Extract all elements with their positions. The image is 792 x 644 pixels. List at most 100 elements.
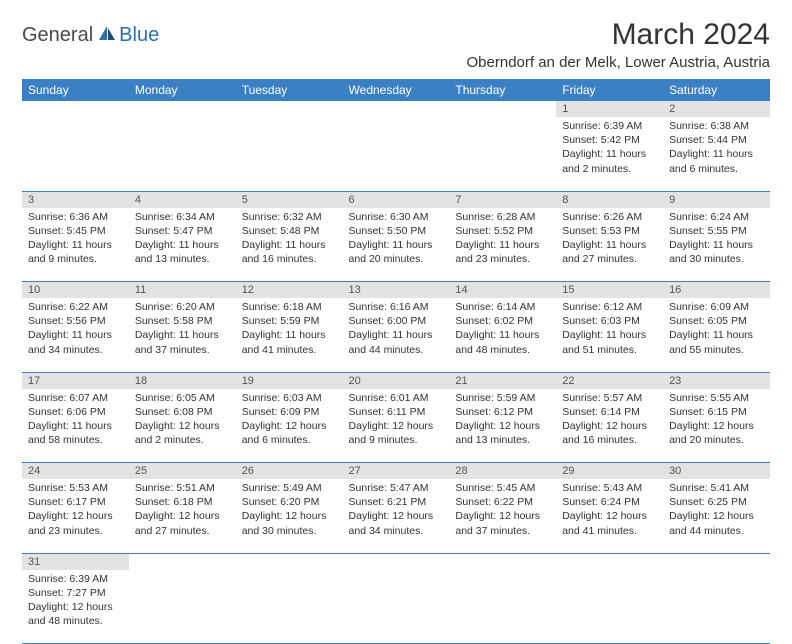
day-content-row: Sunrise: 6:36 AMSunset: 5:45 PMDaylight:… — [22, 208, 770, 282]
sunrise-text: Sunrise: 6:24 AM — [669, 210, 764, 224]
day-number-cell: 8 — [556, 191, 663, 208]
day-content-cell: Sunrise: 6:39 AMSunset: 7:27 PMDaylight:… — [22, 570, 129, 644]
daylight-text-1: Daylight: 12 hours — [242, 509, 337, 523]
daylight-text-2: and 30 minutes. — [669, 252, 764, 266]
logo-sail-icon — [97, 24, 117, 47]
day-number-cell: 17 — [22, 372, 129, 389]
day-content-cell: Sunrise: 5:49 AMSunset: 6:20 PMDaylight:… — [236, 479, 343, 553]
sunset-text: Sunset: 6:25 PM — [669, 495, 764, 509]
day-number-cell: 13 — [343, 282, 450, 299]
day-number-cell: 6 — [343, 191, 450, 208]
sunset-text: Sunset: 5:55 PM — [669, 224, 764, 238]
sunrise-text: Sunrise: 5:43 AM — [562, 481, 657, 495]
daylight-text-2: and 2 minutes. — [135, 433, 230, 447]
day-content-cell — [236, 117, 343, 191]
day-number-row: 31 — [22, 553, 770, 570]
day-content-cell — [556, 570, 663, 644]
sunset-text: Sunset: 6:02 PM — [455, 314, 550, 328]
daylight-text-1: Daylight: 12 hours — [562, 509, 657, 523]
day-number-cell: 19 — [236, 372, 343, 389]
day-number-cell — [236, 101, 343, 117]
day-number-cell — [449, 101, 556, 117]
sunset-text: Sunset: 6:21 PM — [349, 495, 444, 509]
day-number-cell: 30 — [663, 463, 770, 480]
day-number-cell: 25 — [129, 463, 236, 480]
day-content-cell: Sunrise: 6:24 AMSunset: 5:55 PMDaylight:… — [663, 208, 770, 282]
daylight-text-1: Daylight: 11 hours — [669, 328, 764, 342]
daylight-text-1: Daylight: 12 hours — [669, 419, 764, 433]
day-content-cell: Sunrise: 5:51 AMSunset: 6:18 PMDaylight:… — [129, 479, 236, 553]
day-number-cell: 1 — [556, 101, 663, 117]
day-content-cell — [129, 570, 236, 644]
day-number-cell: 15 — [556, 282, 663, 299]
daylight-text-1: Daylight: 12 hours — [242, 419, 337, 433]
day-content-cell — [22, 117, 129, 191]
daylight-text-1: Daylight: 12 hours — [562, 419, 657, 433]
daylight-text-2: and 6 minutes. — [242, 433, 337, 447]
day-number-cell: 14 — [449, 282, 556, 299]
day-number-cell: 11 — [129, 282, 236, 299]
sunset-text: Sunset: 6:00 PM — [349, 314, 444, 328]
sunrise-text: Sunrise: 6:22 AM — [28, 300, 123, 314]
sunrise-text: Sunrise: 5:45 AM — [455, 481, 550, 495]
day-content-cell — [343, 117, 450, 191]
day-content-cell: Sunrise: 6:28 AMSunset: 5:52 PMDaylight:… — [449, 208, 556, 282]
sunrise-text: Sunrise: 6:36 AM — [28, 210, 123, 224]
sunrise-text: Sunrise: 6:39 AM — [562, 119, 657, 133]
day-number-row: 3456789 — [22, 191, 770, 208]
day-content-cell: Sunrise: 6:38 AMSunset: 5:44 PMDaylight:… — [663, 117, 770, 191]
day-number-cell: 20 — [343, 372, 450, 389]
daylight-text-1: Daylight: 12 hours — [455, 419, 550, 433]
sunset-text: Sunset: 6:18 PM — [135, 495, 230, 509]
sunset-text: Sunset: 6:08 PM — [135, 405, 230, 419]
daylight-text-1: Daylight: 11 hours — [28, 419, 123, 433]
day-number-cell: 2 — [663, 101, 770, 117]
day-number-cell: 22 — [556, 372, 663, 389]
day-number-cell — [236, 553, 343, 570]
day-content-cell: Sunrise: 6:34 AMSunset: 5:47 PMDaylight:… — [129, 208, 236, 282]
sunset-text: Sunset: 6:09 PM — [242, 405, 337, 419]
day-content-cell: Sunrise: 5:43 AMSunset: 6:24 PMDaylight:… — [556, 479, 663, 553]
daylight-text-2: and 48 minutes. — [28, 614, 123, 628]
sunrise-text: Sunrise: 6:07 AM — [28, 391, 123, 405]
sunrise-text: Sunrise: 6:05 AM — [135, 391, 230, 405]
daylight-text-2: and 27 minutes. — [562, 252, 657, 266]
sunrise-text: Sunrise: 6:34 AM — [135, 210, 230, 224]
sunset-text: Sunset: 6:17 PM — [28, 495, 123, 509]
day-content-cell: Sunrise: 6:22 AMSunset: 5:56 PMDaylight:… — [22, 298, 129, 372]
day-content-cell: Sunrise: 6:18 AMSunset: 5:59 PMDaylight:… — [236, 298, 343, 372]
location: Oberndorf an der Melk, Lower Austria, Au… — [467, 54, 770, 71]
weekday-header-row: SundayMondayTuesdayWednesdayThursdayFrid… — [22, 79, 770, 101]
daylight-text-1: Daylight: 11 hours — [135, 328, 230, 342]
day-content-cell: Sunrise: 6:01 AMSunset: 6:11 PMDaylight:… — [343, 389, 450, 463]
sunset-text: Sunset: 5:45 PM — [28, 224, 123, 238]
sunset-text: Sunset: 6:03 PM — [562, 314, 657, 328]
day-content-cell: Sunrise: 6:36 AMSunset: 5:45 PMDaylight:… — [22, 208, 129, 282]
daylight-text-1: Daylight: 11 hours — [669, 147, 764, 161]
daylight-text-1: Daylight: 11 hours — [562, 147, 657, 161]
day-number-cell: 16 — [663, 282, 770, 299]
day-content-row: Sunrise: 6:22 AMSunset: 5:56 PMDaylight:… — [22, 298, 770, 372]
day-number-cell — [663, 553, 770, 570]
sunset-text: Sunset: 6:05 PM — [669, 314, 764, 328]
daylight-text-1: Daylight: 11 hours — [455, 328, 550, 342]
sunrise-text: Sunrise: 6:32 AM — [242, 210, 337, 224]
sunrise-text: Sunrise: 5:41 AM — [669, 481, 764, 495]
day-number-cell: 21 — [449, 372, 556, 389]
logo-text-blue: Blue — [119, 24, 159, 47]
day-number-cell: 28 — [449, 463, 556, 480]
calendar-table: SundayMondayTuesdayWednesdayThursdayFrid… — [22, 79, 770, 644]
sunrise-text: Sunrise: 5:47 AM — [349, 481, 444, 495]
daylight-text-2: and 27 minutes. — [135, 524, 230, 538]
day-number-cell: 18 — [129, 372, 236, 389]
daylight-text-2: and 51 minutes. — [562, 343, 657, 357]
sunrise-text: Sunrise: 6:03 AM — [242, 391, 337, 405]
day-number-row: 10111213141516 — [22, 282, 770, 299]
daylight-text-1: Daylight: 11 hours — [242, 328, 337, 342]
sunrise-text: Sunrise: 6:26 AM — [562, 210, 657, 224]
sunrise-text: Sunrise: 6:12 AM — [562, 300, 657, 314]
day-content-cell: Sunrise: 5:57 AMSunset: 6:14 PMDaylight:… — [556, 389, 663, 463]
daylight-text-2: and 44 minutes. — [669, 524, 764, 538]
daylight-text-1: Daylight: 11 hours — [349, 328, 444, 342]
logo: General Blue — [22, 24, 159, 47]
